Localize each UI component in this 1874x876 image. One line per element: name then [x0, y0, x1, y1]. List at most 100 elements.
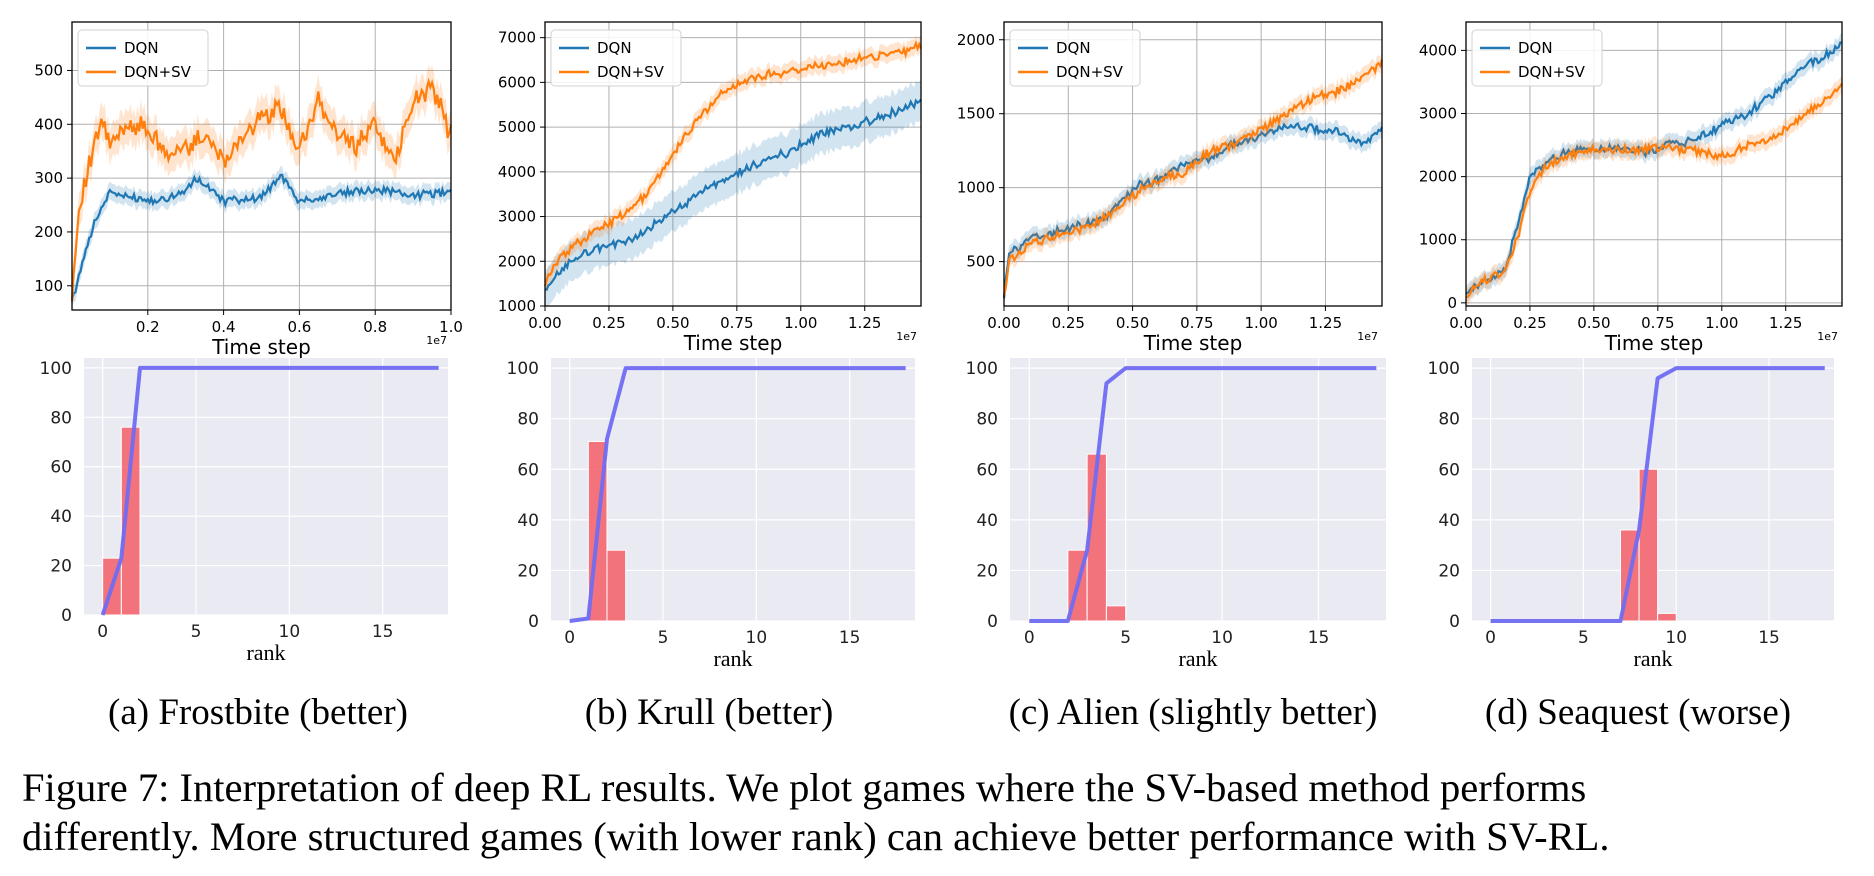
y-tick-label: 300: [34, 169, 63, 187]
y-tick-label: 0: [61, 606, 72, 626]
x-tick-label: 5: [191, 622, 202, 642]
x-tick-label: 1.00: [1244, 314, 1277, 332]
cumulative-line: [569, 366, 906, 623]
legend-label-dqn-sv: DQN+SV: [1518, 63, 1586, 81]
line-chart-d: 0.00 0.25 0.50 0.75 1.00 1.25 0 1000 2000 3000 400…: [1419, 21, 1843, 355]
x-tick-label: 10: [1665, 628, 1687, 648]
series-line-dqn-sv: [1465, 82, 1843, 299]
y-tick-label: 80: [50, 408, 72, 428]
x-tick-label: 1.25: [1769, 314, 1802, 332]
y-tick-label: 6000: [498, 73, 536, 91]
plot-background: [84, 358, 448, 615]
x-tick-label: 1.25: [848, 314, 881, 332]
y-tick-label: 5000: [498, 118, 536, 136]
y-tick-label: 20: [976, 561, 998, 581]
y-tick-label: 1500: [957, 105, 995, 123]
y-tick-label: 20: [517, 561, 539, 581]
x-tick-label: 0.75: [1641, 314, 1674, 332]
y-tick-label: 0: [1449, 612, 1460, 632]
x-tick-label: 0.6: [287, 318, 311, 336]
series-line-dqn-sv: [70, 77, 453, 302]
line-chart-a: 0.2 0.4 0.6 0.8 1.0 100 200 300 400 500 DQN DQN+SV T…: [34, 21, 463, 359]
legend-label-dqn: DQN: [1518, 39, 1553, 57]
subcaption: (a) Frostbite (better): [108, 692, 408, 733]
figure-caption-line-1: Figure 7: Interpretation of deep RL resu…: [22, 765, 1587, 810]
x-tick-label: 5: [1120, 628, 1131, 648]
y-tick-label: 80: [976, 410, 998, 430]
x-tick-label: 1.00: [1705, 314, 1738, 332]
series-line-dqn: [70, 173, 452, 300]
x-tick-label: 0.8: [363, 318, 387, 336]
x-axis-label: rank: [246, 640, 285, 665]
y-tick-label: 7000: [498, 29, 536, 47]
legend-label-dqn-sv: DQN+SV: [1056, 63, 1124, 81]
y-tick-label: 40: [976, 511, 998, 531]
y-tick-label: 3000: [1419, 105, 1457, 123]
cumulative-line: [1490, 366, 1825, 623]
y-tick-label: 40: [1438, 511, 1460, 531]
y-tick-label: 2000: [498, 252, 536, 270]
cumulative-line: [1029, 366, 1377, 623]
y-tick-label: 60: [976, 460, 998, 480]
plot-background: [1010, 358, 1386, 621]
y-tick-label: 20: [1438, 561, 1460, 581]
series-line-dqn: [1465, 41, 1843, 295]
x-axis-label: Time step: [1604, 331, 1704, 355]
y-tick-label: 100: [966, 359, 998, 379]
y-tick-label: 400: [34, 115, 63, 133]
plot-frame: [71, 21, 452, 311]
x-tick-label: 0.25: [1052, 314, 1085, 332]
rank-chart-b: 0 5 10 15 0 20 40 60 80 100 rank (b) Krull (better): [507, 358, 915, 733]
x-tick-label: 1.00: [784, 314, 817, 332]
legend-label-dqn: DQN: [124, 39, 159, 57]
line-chart-b: 0.00 0.25 0.50 0.75 1.00 1.25 1000 2000 3000 4000…: [498, 21, 923, 355]
x-offset-label: 1e7: [1817, 330, 1838, 343]
y-tick-label: 500: [34, 61, 63, 79]
x-tick-label: 0.50: [656, 314, 689, 332]
legend: DQN DQN+SV: [1009, 29, 1141, 87]
y-tick-label: 200: [34, 223, 63, 241]
y-tick-label: 100: [507, 359, 539, 379]
x-axis-label: Time step: [211, 335, 311, 359]
x-tick-label: 10: [279, 622, 301, 642]
histogram-bar: [606, 549, 627, 622]
y-tick-label: 2000: [957, 31, 995, 49]
x-tick-label: 15: [1758, 628, 1780, 648]
x-axis-label: Time step: [1143, 331, 1243, 355]
y-tick-label: 40: [517, 511, 539, 531]
x-axis-label: rank: [1633, 646, 1672, 671]
legend: DQN DQN+SV: [1471, 29, 1603, 87]
y-tick-label: 0: [528, 612, 539, 632]
x-tick-label: 15: [372, 622, 394, 642]
x-tick-label: 1.25: [1309, 314, 1342, 332]
x-offset-label: 1e7: [426, 334, 447, 347]
y-tick-label: 20: [50, 557, 72, 577]
x-axis-label: Time step: [683, 331, 783, 355]
x-tick-label: 0: [1485, 628, 1496, 648]
x-tick-label: 0.75: [720, 314, 753, 332]
x-tick-label: 0: [97, 622, 108, 642]
rank-chart-c: 0 5 10 15 0 20 40 60 80 100 rank (c) Alien (slightl…: [966, 358, 1386, 733]
x-tick-label: 0: [1024, 628, 1035, 648]
x-tick-label: 0.00: [1449, 314, 1482, 332]
y-tick-label: 80: [517, 410, 539, 430]
series-line-dqn: [1002, 121, 1383, 299]
plot-frame: [1465, 21, 1843, 307]
legend-label-dqn-sv: DQN+SV: [597, 63, 665, 81]
series-line-dqn: [544, 98, 922, 291]
rank-chart-a: 0 5 10 15 0 20 40 60 80 100 rank (a) Frostbite (bet…: [40, 358, 448, 733]
x-tick-label: 0.25: [1513, 314, 1546, 332]
legend-label-dqn: DQN: [1056, 39, 1091, 57]
x-tick-label: 15: [839, 628, 861, 648]
y-tick-label: 80: [1438, 410, 1460, 430]
subcaption: (c) Alien (slightly better): [1009, 692, 1378, 733]
x-tick-label: 0.75: [1180, 314, 1213, 332]
x-tick-label: 0: [564, 628, 575, 648]
histogram-bar: [1105, 605, 1127, 622]
legend: DQN DQN+SV: [77, 29, 209, 87]
x-tick-label: 0.00: [987, 314, 1020, 332]
x-tick-label: 0.00: [528, 314, 561, 332]
x-axis-label: rank: [1178, 646, 1217, 671]
y-tick-label: 0: [987, 612, 998, 632]
x-tick-label: 0.50: [1116, 314, 1149, 332]
